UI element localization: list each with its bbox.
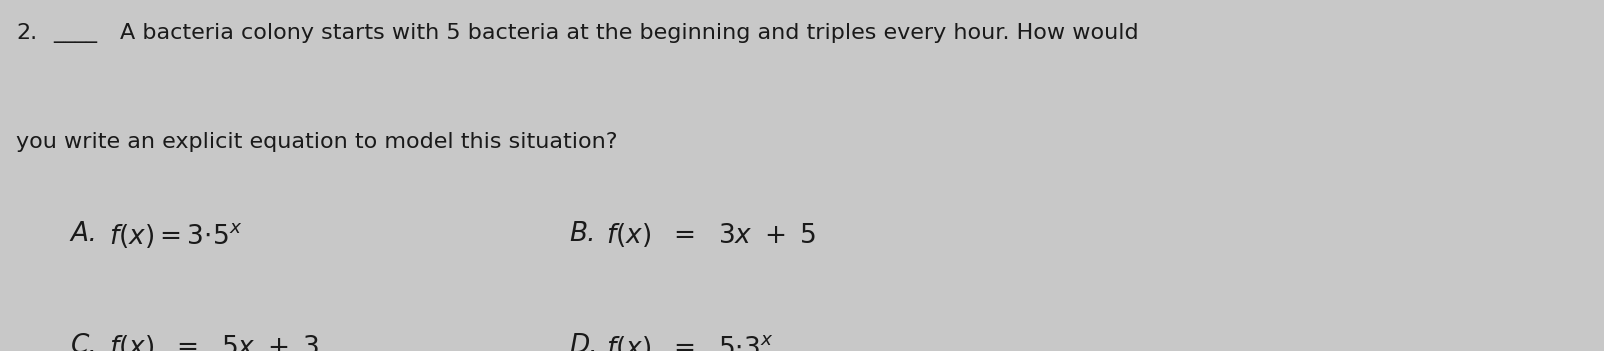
Text: 2.: 2.: [16, 23, 37, 43]
Text: ____: ____: [53, 23, 96, 43]
Text: B.: B.: [569, 221, 597, 247]
Text: $f(x)\ \ =\ \ 3x\ +\ 5$: $f(x)\ \ =\ \ 3x\ +\ 5$: [606, 221, 816, 249]
Text: D.: D.: [569, 333, 598, 351]
Text: $f(x)\ \ =\ \ 5x\ +\ 3$: $f(x)\ \ =\ \ 5x\ +\ 3$: [109, 333, 319, 351]
Text: $f(x)\ \ =\ \ 5{\cdot}3^{x}$: $f(x)\ \ =\ \ 5{\cdot}3^{x}$: [606, 333, 773, 351]
Text: C.: C.: [71, 333, 98, 351]
Text: $f(x) = 3{\cdot}5^{x}$: $f(x) = 3{\cdot}5^{x}$: [109, 221, 242, 250]
Text: A.: A.: [71, 221, 98, 247]
Text: A bacteria colony starts with 5 bacteria at the beginning and triples every hour: A bacteria colony starts with 5 bacteria…: [120, 23, 1139, 43]
Text: you write an explicit equation to model this situation?: you write an explicit equation to model …: [16, 132, 618, 152]
